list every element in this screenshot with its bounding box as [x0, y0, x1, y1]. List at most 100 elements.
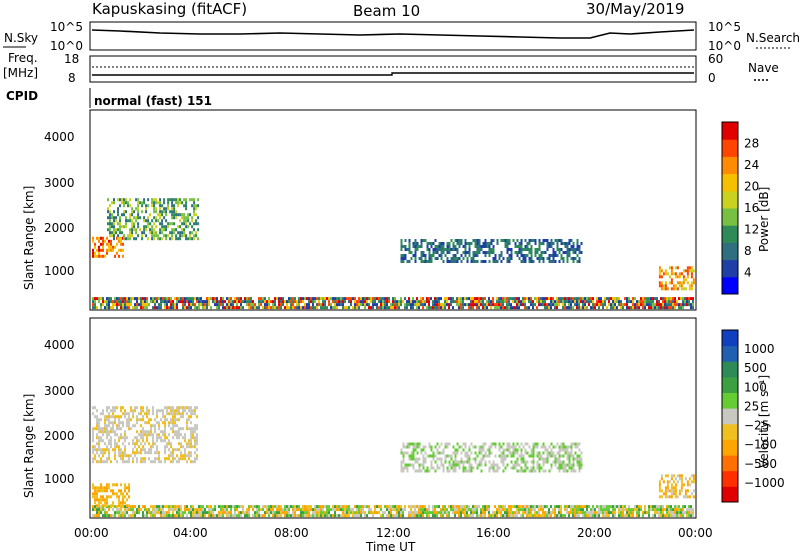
power-cells-cell: [516, 300, 518, 304]
velocity-cells-cell: [172, 511, 174, 515]
velocity-cells-cell: [94, 508, 96, 512]
velocity-cells-cell: [674, 514, 676, 518]
velocity-cells-cell: [470, 511, 472, 515]
power-cells-cell: [136, 303, 138, 307]
power-cells-cell: [140, 306, 142, 310]
velocity-cells-cell: [454, 466, 457, 470]
power-cells-cell: [182, 297, 184, 301]
power-cells-cell: [576, 260, 579, 263]
velocity-cells-cell: [530, 514, 532, 518]
velocity-cells-cell: [688, 514, 690, 518]
velocity-cells-cell: [386, 505, 388, 509]
power-cells-cell: [286, 300, 288, 304]
power-cells-cell: [182, 306, 184, 310]
velocity-cells-cell: [566, 445, 569, 449]
velocity-cells-cell: [180, 505, 182, 509]
velocity-cells-cell: [230, 505, 232, 509]
velocity-cells-cell: [658, 489, 661, 493]
velocity-cells-cell: [476, 463, 479, 467]
velocity-cells-cell: [112, 406, 114, 410]
velocity-cells-cell: [422, 511, 424, 515]
beam-title: Beam 10: [353, 2, 420, 20]
velocity-cells-cell: [536, 445, 539, 449]
power-cells-cell: [468, 306, 470, 310]
velocity-cells-cell: [166, 442, 168, 446]
velocity-cells-cell: [128, 457, 130, 461]
velocity-cells-cell: [488, 451, 491, 455]
power-cells-cell: [240, 297, 242, 301]
velocity-cells-cell: [576, 454, 579, 458]
power-cells-cell: [214, 297, 216, 301]
velocity-cells-cell: [500, 505, 502, 509]
power-cells-cell: [338, 300, 340, 304]
velocity-cells-cell: [108, 424, 110, 428]
velocity-cells-cell: [552, 445, 555, 449]
velocity-cells-cell: [690, 505, 692, 509]
power-cells-cell: [506, 242, 509, 245]
power-cells-cell: [544, 239, 547, 242]
velocity-cells-cell: [482, 514, 484, 518]
velocity-cells-cell: [466, 460, 469, 464]
power-cells-cell: [324, 306, 326, 310]
velocity-cells-cell: [652, 505, 654, 509]
power-cells-cell: [102, 248, 104, 252]
power-cells-cell: [526, 297, 528, 301]
power-cells-cell: [460, 260, 463, 263]
power-cells-cell: [428, 248, 431, 251]
velocity-cells-cell: [140, 457, 142, 461]
velocity-cells-cell: [538, 511, 540, 515]
velocity-cells-cell: [166, 445, 168, 449]
power-cells-cell: [167, 198, 170, 202]
power-cells-cell: [422, 254, 425, 257]
power-cells-cell: [452, 242, 455, 245]
power-cells-cell: [542, 239, 545, 242]
velocity-cells-cell: [176, 433, 178, 437]
power-cells-cell: [416, 300, 418, 304]
velocity-cells-cell: [512, 451, 515, 455]
power-cells-cell: [526, 248, 529, 251]
power-cells-cell: [408, 248, 411, 251]
power-cells-cell: [169, 222, 172, 226]
velocity-cells-cell: [410, 463, 413, 467]
power-cells-cell: [122, 300, 124, 304]
power-cells-cell: [151, 198, 154, 202]
power-cells-cell: [602, 300, 604, 304]
power-cells-cell: [672, 272, 675, 276]
velocity-cells-cell: [414, 442, 417, 446]
velocity-cells-cell: [454, 463, 457, 467]
power-cells-cell: [228, 306, 230, 310]
velocity-cells-cell: [516, 463, 519, 467]
velocity-cells-cell: [174, 433, 176, 437]
power-cells-cell: [632, 306, 634, 310]
power-cells-cell: [129, 198, 132, 202]
power-cells-cell: [546, 303, 548, 307]
velocity-cells-cell: [568, 451, 571, 455]
velocity-cells-cell: [92, 486, 94, 490]
velocity-cells-cell: [412, 463, 415, 467]
power-cells-cell: [660, 284, 663, 288]
power-cells-cell: [236, 300, 238, 304]
velocity-cells-cell: [628, 505, 630, 509]
velocity-cells-cell: [324, 514, 326, 518]
power-cells-cell: [232, 303, 234, 307]
power-cells-cell: [404, 303, 406, 307]
power-cells-cell: [132, 306, 134, 310]
power-cells-cell: [197, 237, 200, 241]
power-cells-cell: [556, 303, 558, 307]
velocity-cells-cell: [542, 460, 545, 464]
power-cells-cell: [546, 239, 549, 242]
velocity-cells-cell: [548, 451, 551, 455]
power-cells-cell: [644, 306, 646, 310]
velocity-cells-cell: [606, 511, 608, 515]
velocity-cells-cell: [138, 439, 140, 443]
power-cells-cell: [404, 254, 407, 257]
velocity-cells-cell: [520, 451, 523, 455]
power-cells-cell: [129, 216, 132, 220]
velocity-cells-cell: [528, 508, 530, 512]
power-cells-cell: [602, 306, 604, 310]
velocity-cells-cell: [348, 505, 350, 509]
power-cells-cell: [446, 251, 449, 254]
power-cells-cell: [137, 207, 140, 211]
velocity-cells-cell: [150, 445, 152, 449]
power-cells-cell: [394, 303, 396, 307]
